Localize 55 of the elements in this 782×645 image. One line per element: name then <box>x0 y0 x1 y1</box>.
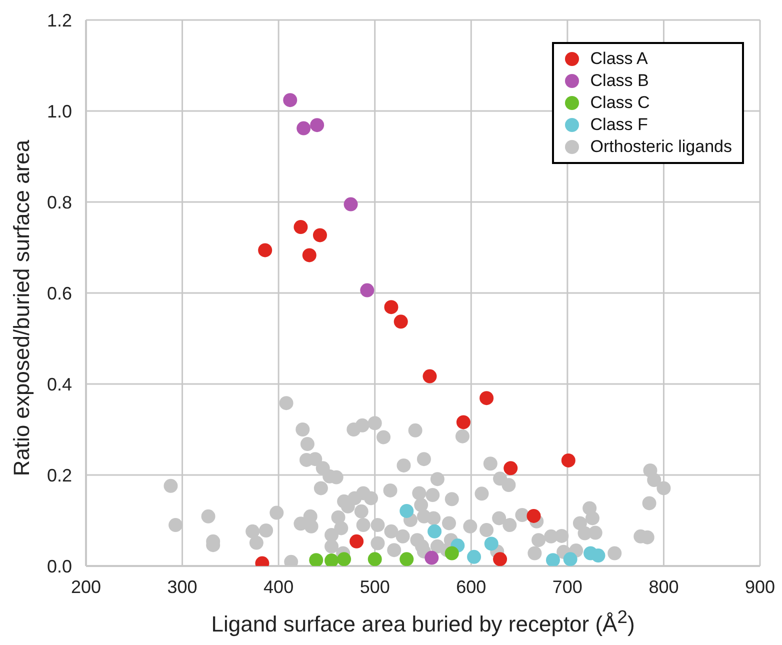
point <box>368 552 382 566</box>
x-tick-label: 800 <box>648 576 679 597</box>
point <box>561 453 576 468</box>
point <box>310 118 324 132</box>
point <box>258 243 272 258</box>
point <box>394 314 408 329</box>
y-tick-label: 0.2 <box>46 465 72 486</box>
point <box>422 369 437 384</box>
legend-label: Class C <box>590 92 650 114</box>
point <box>384 300 398 314</box>
point <box>456 415 470 430</box>
point <box>312 228 327 242</box>
point <box>337 552 352 566</box>
point <box>360 283 374 298</box>
y-tick-label: 0.6 <box>46 283 72 304</box>
x-tick-label: 500 <box>360 576 390 597</box>
point <box>591 548 606 563</box>
y-tick-label: 1.2 <box>46 10 72 30</box>
point <box>493 552 508 566</box>
x-tick-label: 700 <box>552 576 582 597</box>
point <box>302 248 316 262</box>
legend-label: Class A <box>590 48 648 70</box>
point <box>480 391 494 406</box>
point <box>526 508 541 523</box>
point <box>294 220 308 234</box>
point <box>324 554 339 566</box>
y-axis-title: Ratio exposed/buried surface area <box>9 140 35 476</box>
y-tick-label: 0.8 <box>46 192 72 212</box>
point <box>467 550 482 564</box>
point <box>546 553 560 566</box>
point <box>424 550 439 565</box>
x-tick-label: 600 <box>456 576 486 597</box>
point <box>563 552 578 566</box>
point <box>444 546 459 560</box>
x-tick-label: 300 <box>167 576 198 597</box>
point <box>400 504 414 518</box>
y-tick-label: 0.0 <box>46 556 72 576</box>
x-tick-label: 200 <box>70 576 102 597</box>
point <box>400 552 414 566</box>
x-axis-title: Ligand surface area buried by receptor (Å$^{2}$) <box>210 606 636 638</box>
x-tick-label: 400 <box>264 576 294 597</box>
legend-label: Class B <box>590 70 649 92</box>
point <box>428 524 442 538</box>
point <box>350 534 364 548</box>
point <box>283 93 298 108</box>
x-tick-label: 900 <box>744 576 776 597</box>
legend-label: Orthosteric ligands <box>590 136 732 158</box>
point <box>484 536 498 551</box>
legend-label: Class F <box>590 114 648 136</box>
point <box>296 121 311 136</box>
y-tick-label: 0.4 <box>46 374 72 394</box>
point <box>309 553 324 566</box>
point <box>504 461 518 476</box>
y-tick-label: 1.0 <box>46 101 72 122</box>
point <box>344 197 358 212</box>
